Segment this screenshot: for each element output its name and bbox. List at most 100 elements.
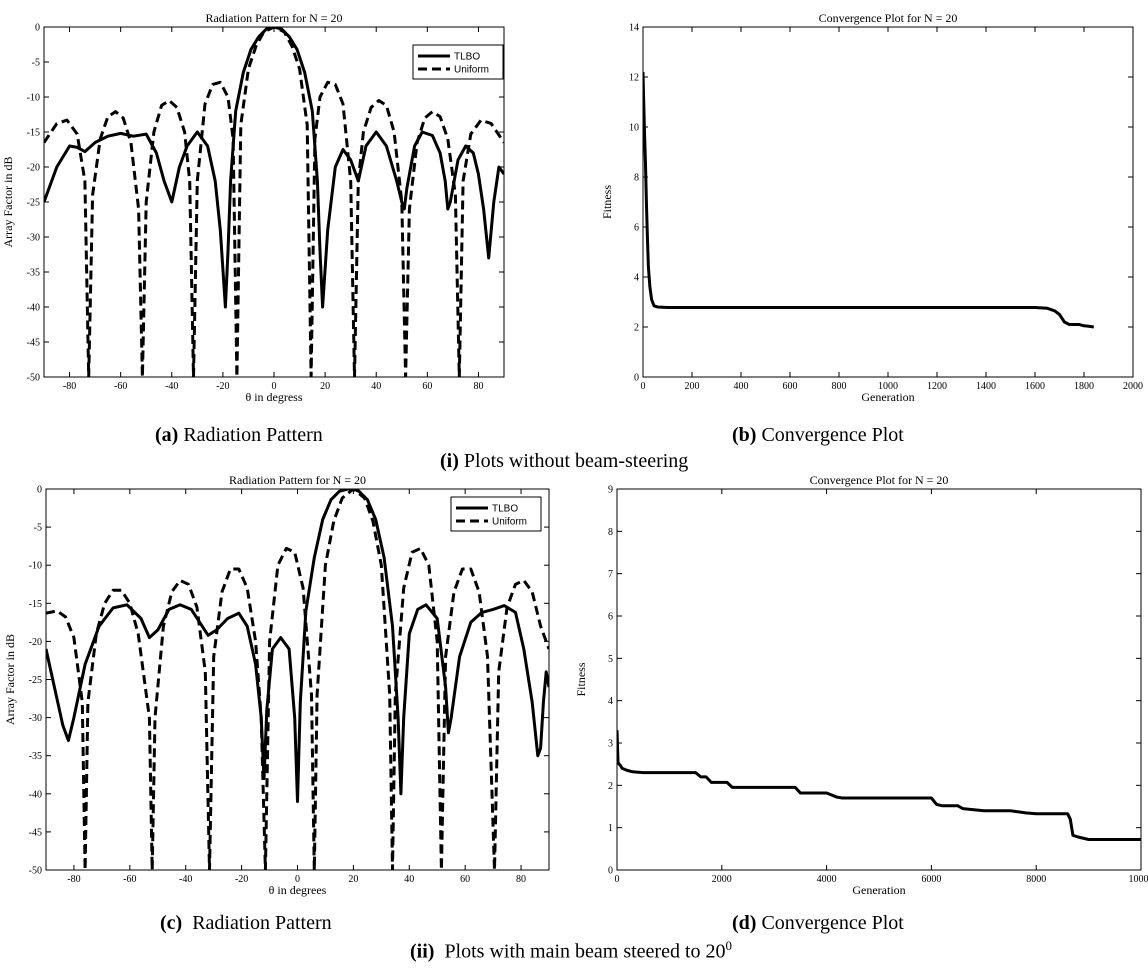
y-tick-label: 7 xyxy=(608,569,613,580)
radiation-pattern-plot-a: -80 -60 -40 -20 0 20 40 60 80 0 -5 -10 -15 -20 -25 -30 -… xyxy=(0,0,520,405)
y-tick-label: 4 xyxy=(634,273,639,284)
y-tick-label: -25 xyxy=(29,675,42,686)
chart-title: Convergence Plot for N = 20 xyxy=(819,11,958,25)
caption-c-label: (c) xyxy=(160,912,183,934)
chart-c-svg: -80 -60 -40 -20 0 20 40 60 80 0 -5 -10 -15 -20 -25 -30 -… xyxy=(3,473,550,897)
series-line-uniform xyxy=(46,489,549,870)
x-tick-label: -80 xyxy=(67,874,80,885)
series-line-tlbo xyxy=(44,27,504,309)
y-tick-label: 0 xyxy=(608,866,613,877)
legend-label: TLBO xyxy=(454,52,480,63)
legend-label: TLBO xyxy=(492,504,518,515)
x-tick-label: 200 xyxy=(685,381,700,392)
x-tick-label: 80 xyxy=(516,874,526,885)
x-tick-label: 0 xyxy=(615,874,620,885)
y-axis-label: Fitness xyxy=(600,185,614,219)
caption-a-label: (a) xyxy=(155,424,179,446)
x-axis-label: Generation xyxy=(852,883,905,897)
legend-box xyxy=(450,496,542,532)
y-tick-label: 6 xyxy=(634,223,639,234)
x-tick-label: -20 xyxy=(235,874,248,885)
plot-area-frame xyxy=(45,488,550,871)
caption-i-text: Plots without beam-steering xyxy=(463,450,689,472)
chart-b-svg: 0 200 400 600 800 1000 1200 1400 1600 1800 2000 0 2 4… xyxy=(600,11,1143,404)
x-tick-label: 800 xyxy=(832,381,847,392)
caption-d-text: Convergence Plot xyxy=(761,912,904,934)
y-tick-label: -45 xyxy=(27,338,40,349)
y-tick-label: 8 xyxy=(608,527,613,538)
y-tick-label: -20 xyxy=(29,637,42,648)
plot-area-frame xyxy=(616,488,1142,871)
caption-b: (b) Convergence Plot xyxy=(732,424,904,447)
y-tick-label: -5 xyxy=(32,58,40,69)
y-tick-label: -40 xyxy=(29,789,42,800)
y-tick-label: -5 xyxy=(34,523,42,534)
y-tick-label: 3 xyxy=(608,739,613,750)
caption-ii: (ii) Plots with main beam steered to 200 xyxy=(410,938,732,964)
y-tick-label: -45 xyxy=(29,827,42,838)
series-line-fitness xyxy=(617,730,1141,841)
chart-title: Radiation Pattern for N = 20 xyxy=(205,11,342,25)
x-tick-label: 1600 xyxy=(1025,381,1045,392)
x-tick-label: 6000 xyxy=(921,874,941,885)
y-tick-label: -15 xyxy=(29,599,42,610)
y-tick-label: 2 xyxy=(608,781,613,792)
x-tick-label: 60 xyxy=(422,381,432,392)
y-tick-label: -15 xyxy=(27,128,40,139)
x-tick-label: 40 xyxy=(371,381,381,392)
x-tick-label: 1800 xyxy=(1074,381,1094,392)
plot-area-frame xyxy=(43,26,505,378)
caption-d-label: (d) xyxy=(732,912,757,934)
y-tick-label: 4 xyxy=(608,696,613,707)
y-tick-label: 5 xyxy=(608,654,613,665)
x-axis-label: Generation xyxy=(861,390,914,404)
y-tick-label: -10 xyxy=(29,561,42,572)
caption-ii-text: Plots with main beam steered to 20 xyxy=(444,940,726,963)
x-tick-label: 0 xyxy=(272,381,277,392)
series-line-tlbo xyxy=(46,489,549,803)
x-axis-label: θ in degrees xyxy=(269,883,327,897)
y-tick-label: 9 xyxy=(608,485,613,496)
x-tick-label: 4000 xyxy=(817,874,837,885)
caption-d: (d) Convergence Plot xyxy=(732,912,904,935)
radiation-pattern-plot-c: -80 -60 -40 -20 0 20 40 60 80 0 -5 -10 -15 -20 -25 -30 -… xyxy=(0,472,560,912)
caption-b-text: Convergence Plot xyxy=(761,424,904,446)
y-tick-label: -10 xyxy=(27,93,40,104)
x-tick-label: 400 xyxy=(734,381,749,392)
y-tick-label: 14 xyxy=(629,23,639,34)
x-tick-label: 60 xyxy=(460,874,470,885)
series-line-fitness xyxy=(643,71,1095,329)
y-tick-label: 0 xyxy=(37,485,42,496)
x-tick-label: 8000 xyxy=(1026,874,1046,885)
y-tick-label: -35 xyxy=(27,268,40,279)
x-tick-label: -60 xyxy=(114,381,127,392)
caption-a-text: Radiation Pattern xyxy=(183,424,323,446)
x-tick-label: 80 xyxy=(473,381,483,392)
legend-label: Uniform xyxy=(492,517,527,528)
x-tick-label: -40 xyxy=(165,381,178,392)
x-tick-label: 1000 xyxy=(878,381,898,392)
x-tick-label: 0 xyxy=(641,381,646,392)
y-axis-label: Fitness xyxy=(574,662,588,696)
x-tick-label: 1400 xyxy=(976,381,996,392)
caption-i-label: (i) xyxy=(440,450,459,472)
y-tick-label: 0 xyxy=(634,373,639,384)
x-tick-label: -20 xyxy=(216,381,229,392)
caption-b-label: (b) xyxy=(732,424,757,446)
y-tick-label: -20 xyxy=(27,163,40,174)
x-tick-label: 20 xyxy=(348,874,358,885)
convergence-plot-b: 0 200 400 600 800 1000 1200 1400 1600 1800 2000 0 2 4… xyxy=(588,0,1148,405)
y-tick-label: -25 xyxy=(27,198,40,209)
y-tick-label: -30 xyxy=(27,233,40,244)
y-tick-label: 8 xyxy=(634,173,639,184)
legend-label: Uniform xyxy=(454,65,489,76)
x-tick-label: 20 xyxy=(320,381,330,392)
caption-ii-superscript: 0 xyxy=(725,938,733,953)
y-tick-label: 1 xyxy=(608,823,613,834)
y-tick-label: 6 xyxy=(608,612,613,623)
x-tick-label: 2000 xyxy=(1123,381,1143,392)
caption-c-text: Radiation Pattern xyxy=(192,912,332,934)
